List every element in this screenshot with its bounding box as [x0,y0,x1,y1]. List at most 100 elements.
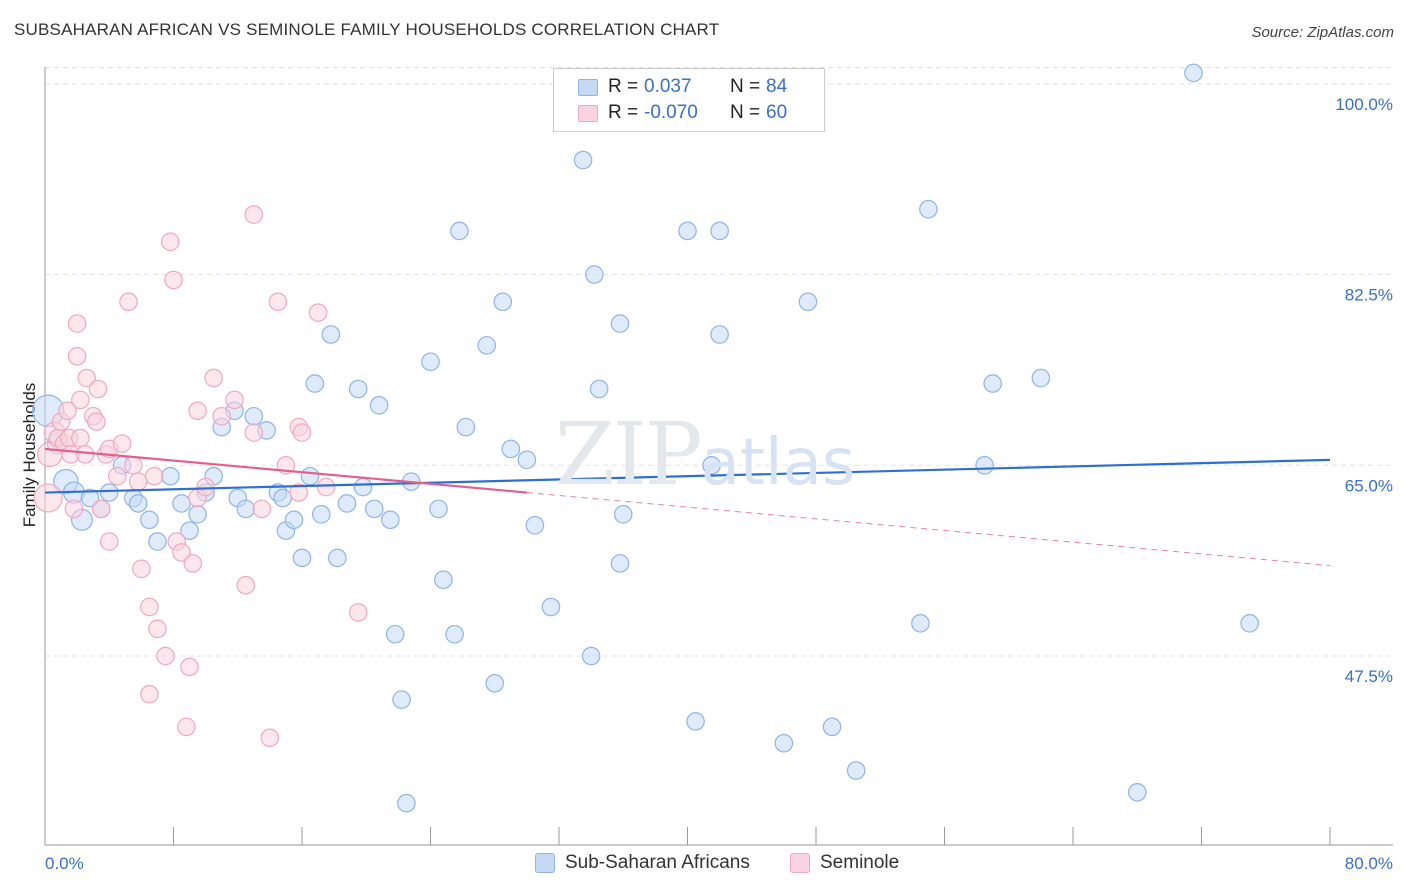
seminole-point [252,499,272,519]
subsaharan-point [485,674,505,693]
seminole-point [33,483,63,513]
r-label: R = [608,76,639,97]
subsaharan-point [774,733,794,753]
subsaharan-point [983,374,1002,393]
pink-swatch [578,104,598,122]
subsaharan-point [1240,614,1259,633]
legend-item-subsaharan[interactable]: Sub-Saharan Africans [535,852,750,874]
subsaharan-point [702,456,721,475]
subsaharan-point [477,336,497,355]
seminole-point [180,657,199,677]
seminole-point [64,499,84,519]
seminole-point [87,412,106,431]
blue-swatch [578,78,598,96]
seminole-point [67,347,87,366]
subsaharan-point [445,624,464,644]
subsaharan-trend-line [44,458,1331,494]
stats-row-seminole: R = -0.070 N = 60 [578,100,787,126]
legend-label: Sub-Saharan Africans [565,852,750,873]
subsaharan-point [613,505,633,524]
subsaharan-point [80,488,100,508]
seminole-trend-line [44,447,527,494]
subsaharan-point [501,439,521,459]
seminole-point [71,428,90,448]
subsaharan-point [919,199,938,219]
legend-item-seminole[interactable]: Seminole [790,852,899,874]
seminole-point [144,466,164,486]
subsaharan-point [244,406,264,426]
seminole-point [128,472,148,491]
subsaharan-point [381,510,400,530]
seminole-point [75,445,95,464]
watermark: ZIPatlas [555,405,855,505]
seminole-point [292,423,312,442]
subsaharan-point [385,624,405,644]
seminole-point [88,379,108,399]
seminole-point [91,499,111,519]
subsaharan-point [493,292,513,312]
seminole-point [67,314,87,333]
subsaharan-point [525,515,545,535]
subsaharan-point [397,793,416,813]
subsaharan-point [456,417,476,437]
seminole-point [204,368,223,388]
subsaharan-point [128,494,148,513]
subsaharan-point [148,532,167,551]
subsaharan-point [585,265,604,284]
r-value: 0.037 [644,76,692,97]
subsaharan-point [610,554,630,573]
subsaharan-point [160,466,180,486]
subsaharan-point [581,646,601,666]
chart-title: SUBSAHARAN AFRICAN VS SEMINOLE FAMILY HO… [14,20,720,39]
subsaharan-point [99,483,119,502]
subsaharan-point [321,325,341,344]
chart-source: Source: ZipAtlas.com [1251,24,1394,41]
subsaharan-point [450,221,469,241]
seminole-point [268,292,288,312]
subsaharan-point [686,712,705,731]
subsaharan-point [421,352,440,372]
seminole-point [99,532,119,551]
seminole-point [260,728,280,748]
subsaharan-point [710,221,729,241]
subsaharan-point [305,374,325,393]
n-label: N = [730,76,761,97]
subsaharan-point [911,614,930,633]
subsaharan-point [284,510,304,530]
seminole-point [156,646,175,666]
seminole-point [348,603,368,622]
subsaharan-point [541,597,561,617]
x-tick-label: 0.0% [45,854,84,873]
seminole-point [160,232,180,252]
subsaharan-point [392,690,411,709]
legend-swatch-pink [790,853,810,873]
subsaharan-point [710,325,729,344]
subsaharan-point [292,548,312,568]
seminole-point [308,303,328,322]
seminole-point [71,390,90,410]
subsaharan-point [172,494,191,513]
seminole-point [244,423,264,442]
seminole-point [289,483,309,502]
r-value: -0.070 [644,102,698,123]
seminole-point [244,205,264,224]
subsaharan-point [1127,783,1147,802]
y-tick-label: 100.0% [1335,95,1393,114]
series-legend: Sub-Saharan Africans Seminole [0,852,1406,876]
seminole-point [132,559,151,579]
subsaharan-point [300,466,320,486]
seminole-point [164,270,183,290]
subsaharan-point [369,396,389,415]
subsaharan-point [429,499,448,519]
seminole-point [188,401,207,421]
seminole-point [177,717,196,737]
seminole-point [140,684,159,704]
subsaharan-point [678,221,697,241]
stats-row-subsaharan: R = 0.037 N = 84 [578,74,787,100]
seminole-point [77,368,97,388]
r-label: R = [608,102,639,123]
subsaharan-point [975,456,994,475]
seminole-point [124,456,143,475]
subsaharan-point [434,570,453,590]
